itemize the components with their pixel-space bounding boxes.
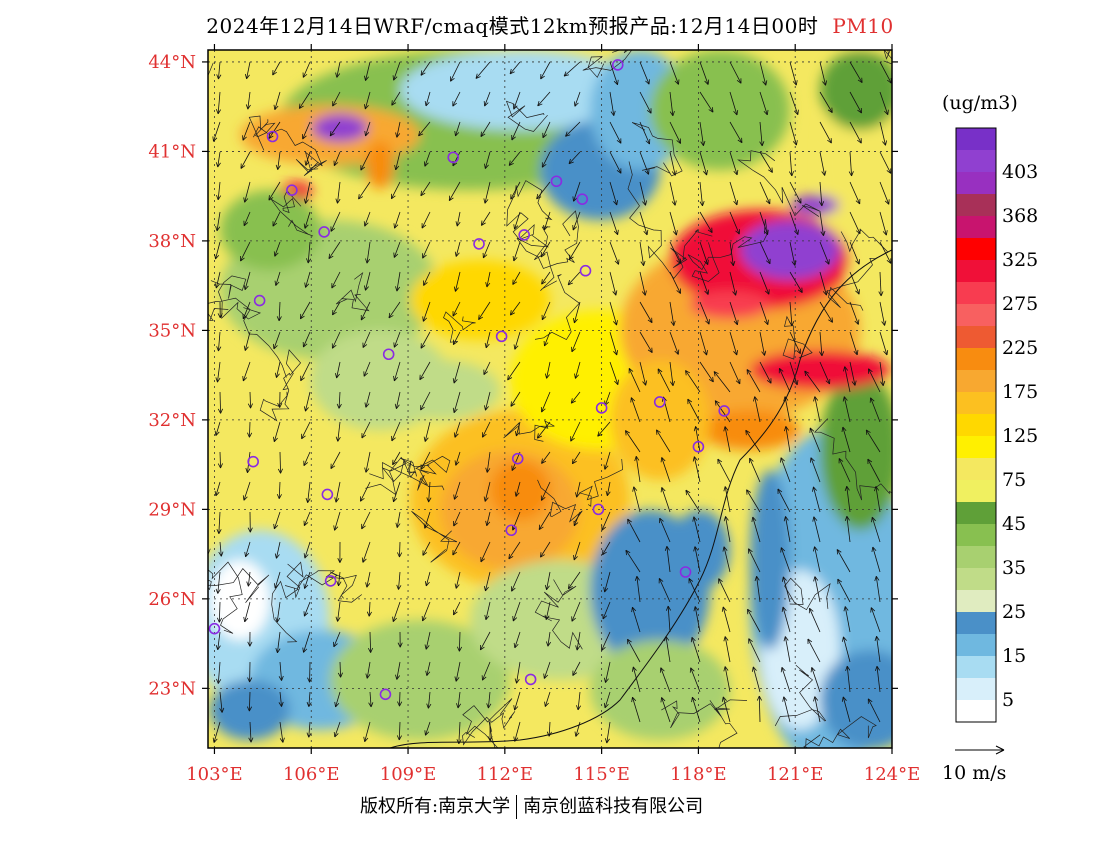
lon-label: 112°E	[477, 764, 534, 785]
colorbar-swatch	[956, 458, 996, 481]
lat-label: 26°N	[148, 589, 196, 610]
colorbar-swatch	[956, 656, 996, 679]
colorbar-swatch	[956, 326, 996, 349]
colorbar-swatch	[956, 414, 996, 437]
colorbar-swatch	[956, 436, 996, 459]
lat-label: 35°N	[148, 320, 196, 341]
lon-label: 118°E	[670, 764, 727, 785]
colorbar-swatch	[956, 524, 996, 547]
colorbar-label: 5	[1002, 689, 1014, 711]
lon-label: 121°E	[767, 764, 824, 785]
lat-label: 41°N	[148, 141, 196, 162]
colorbar-swatch	[956, 348, 996, 371]
colorbar-label: 15	[1002, 645, 1026, 667]
colorbar-swatch	[956, 612, 996, 635]
colorbar-swatch	[956, 150, 996, 173]
colorbar-swatch	[956, 238, 996, 261]
footer-divider	[516, 795, 517, 819]
colorbar-label: 368	[1002, 205, 1038, 227]
lon-label: 109°E	[380, 764, 437, 785]
colorbar-label: 125	[1002, 425, 1038, 447]
colorbar-swatch	[956, 172, 996, 195]
wind-arrow	[399, 692, 400, 706]
copyright-right: 南京创蓝科技有限公司	[523, 796, 703, 817]
colorbar-swatch	[956, 678, 996, 701]
colorbar-label: 403	[1002, 161, 1038, 183]
colorbar-swatch	[956, 128, 996, 151]
colorbar-swatch	[956, 502, 996, 525]
lon-label: 106°E	[283, 764, 340, 785]
colorbar-swatch	[956, 700, 996, 723]
colorbar-swatch	[956, 546, 996, 569]
wind-arrow	[280, 452, 281, 473]
wind-arrow	[220, 452, 221, 468]
colorbar-swatch	[956, 216, 996, 239]
colorbar-swatch	[956, 634, 996, 657]
colorbar-swatch	[956, 370, 996, 393]
colorbar-label: 175	[1002, 381, 1038, 403]
lat-label: 44°N	[148, 52, 196, 73]
colorbar-label: 75	[1002, 469, 1026, 491]
lat-label: 32°N	[148, 410, 196, 431]
lon-label: 115°E	[573, 764, 630, 785]
colorbar-label: 45	[1002, 513, 1026, 535]
colorbar-swatch	[956, 392, 996, 415]
colorbar-label: 25	[1002, 601, 1026, 623]
wind-arrow	[399, 542, 400, 557]
colorbar-unit: (ug/m3)	[942, 92, 1018, 114]
copyright-footer: 版权所有:南京大学南京创蓝科技有限公司	[360, 792, 703, 819]
lat-label: 29°N	[148, 499, 196, 520]
colorbar-label: 325	[1002, 249, 1038, 271]
colorbar-swatch	[956, 480, 996, 503]
colorbar-label: 225	[1002, 337, 1038, 359]
wind-reference-label: 10 m/s	[942, 762, 1006, 784]
colorbar-swatch	[956, 282, 996, 305]
colorbar-swatch	[956, 304, 996, 327]
colorbar: 403 368 325 275 225 175 125 75 45 35 25 15 5	[956, 128, 1038, 723]
lat-label: 38°N	[148, 231, 196, 252]
concentration-field	[190, 40, 920, 770]
colorbar-swatch	[956, 260, 996, 283]
lon-label: 103°E	[186, 764, 243, 785]
copyright-left: 版权所有:南京大学	[360, 796, 510, 817]
lat-label: 23°N	[148, 678, 196, 699]
colorbar-swatch	[956, 194, 996, 217]
colorbar-label: 275	[1002, 293, 1038, 315]
wind-reference-arrow	[955, 746, 1004, 754]
colorbar-swatch	[956, 590, 996, 613]
lon-label: 124°E	[864, 764, 921, 785]
colorbar-label: 35	[1002, 557, 1026, 579]
colorbar-swatch	[956, 568, 996, 591]
